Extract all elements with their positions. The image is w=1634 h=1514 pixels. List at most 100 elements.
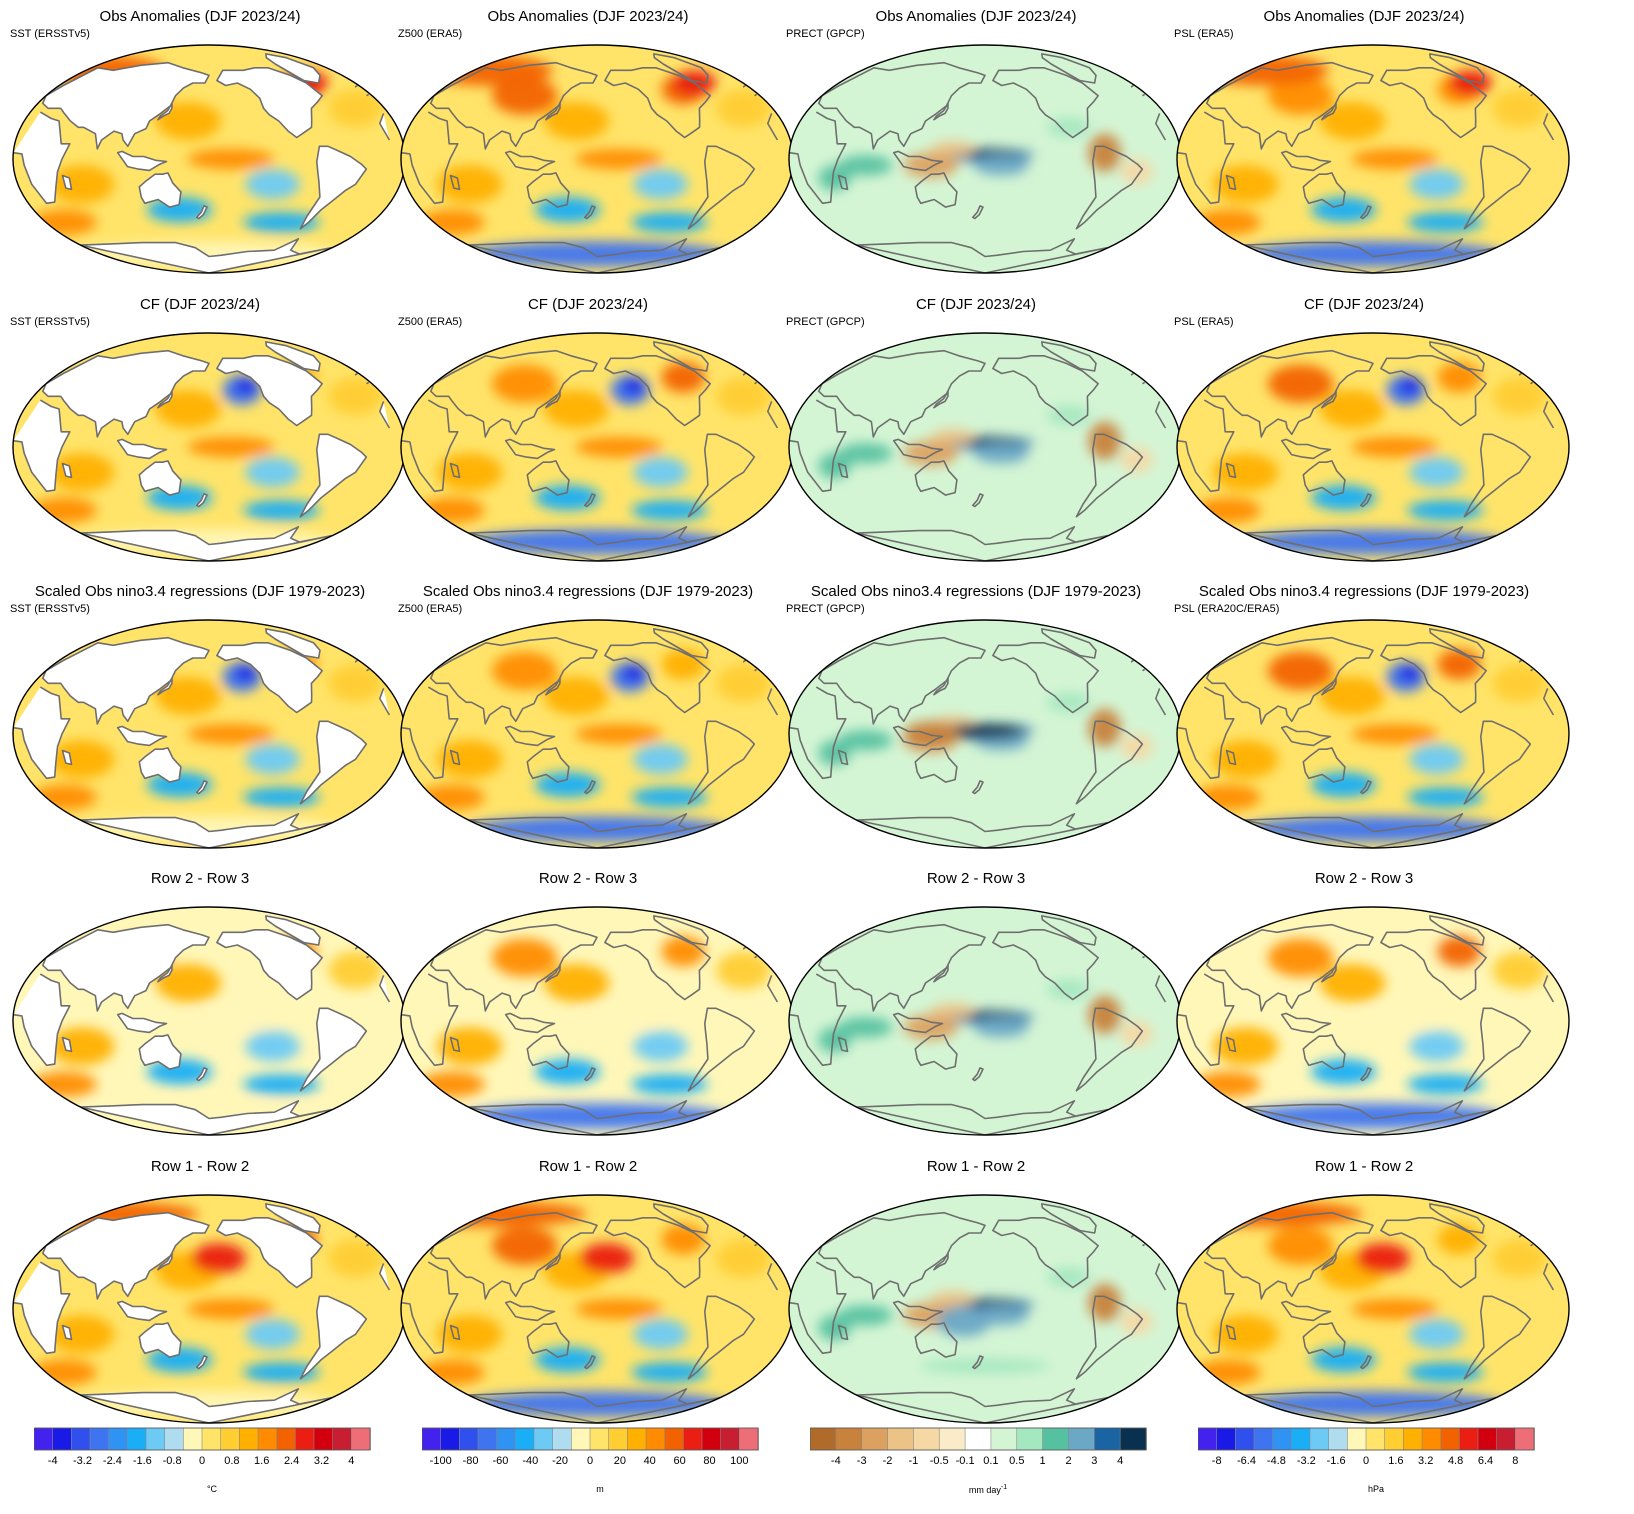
- coastline-greenland: [653, 1203, 709, 1234]
- coastline-antarctica: [79, 526, 333, 561]
- colorbar-swatch: [422, 1427, 442, 1451]
- colorbar-tick-label: 0: [587, 1455, 593, 1467]
- coastline-americaN: [1380, 67, 1487, 139]
- panel-title: Obs Anomalies (DJF 2023/24): [875, 8, 1077, 25]
- anomaly-region: [1437, 936, 1481, 967]
- colorbar-tick-label: 0: [1363, 1455, 1369, 1467]
- anomaly-region: [1492, 89, 1547, 128]
- colorbar-tick-label: 1.6: [254, 1455, 269, 1467]
- coastline-eurasia: [430, 923, 598, 1012]
- coastline-australia: [526, 460, 570, 496]
- map-border: [1176, 44, 1570, 274]
- map-svg: [12, 44, 406, 274]
- colorbar-psl: -8 -6.4 -4.8 -3.2 -1.6 0 1.6 3.2 4.8 6.4 8 hPa: [1198, 1410, 1554, 1500]
- panel-title: Row 1 - Row 2: [1314, 1158, 1414, 1175]
- coastline-americaN: [992, 355, 1099, 427]
- coastline-eurasia: [818, 1211, 986, 1300]
- coastline-americaS: [1463, 433, 1532, 518]
- anomaly-region: [31, 1071, 97, 1097]
- coastline-uk: [1518, 1234, 1534, 1247]
- colorbar-tick-label: -20: [552, 1455, 568, 1467]
- anomaly-region: [422, 55, 553, 86]
- coastline-greenland: [653, 915, 709, 946]
- anomaly-region: [491, 364, 558, 403]
- coastline-nz: [972, 1355, 984, 1370]
- colorbar-swatch: [1403, 1427, 1423, 1451]
- coastline-greenland: [1041, 915, 1097, 946]
- panel-title: Obs Anomalies (DJF 2023/24): [99, 8, 301, 25]
- colorbar-tick-label: -100: [430, 1455, 452, 1467]
- anomaly-region: [930, 1291, 975, 1307]
- anomaly-region: [155, 964, 222, 1002]
- coastline-madagascar: [449, 1324, 461, 1341]
- coastline-japan: [933, 1252, 949, 1271]
- coastline-madagascar: [61, 749, 73, 766]
- anomaly-region: [48, 165, 115, 204]
- colorbar-units-text: hPa: [1367, 1484, 1384, 1494]
- panel-title: Row 2 - Row 3: [1314, 870, 1414, 887]
- anomaly-region: [575, 1298, 663, 1320]
- anomaly-region: [1212, 453, 1279, 492]
- coastline-africa: [1177, 399, 1555, 493]
- colorbar-swatch: [89, 1427, 110, 1451]
- colorbar-swatch: [351, 1427, 371, 1451]
- coastline-uk: [354, 1234, 370, 1247]
- colorbar-units: hPa: [1198, 1484, 1554, 1494]
- coastline-uk: [354, 84, 370, 97]
- map-svg: [1176, 44, 1570, 274]
- coastline-greenland: [265, 628, 321, 659]
- coastline-antarctica: [855, 813, 1109, 848]
- coastline-americaS: [687, 1295, 756, 1380]
- anomaly-region: [155, 390, 222, 428]
- coastline-americaS: [1075, 433, 1144, 518]
- colorbar-swatch: [313, 1427, 334, 1451]
- anomaly-region: [919, 1358, 1051, 1374]
- anomaly-region: [419, 209, 485, 235]
- anomaly-region: [328, 951, 383, 990]
- anomaly-region: [838, 443, 893, 464]
- coastline-nz: [584, 1355, 596, 1370]
- anomaly-region: [187, 436, 275, 458]
- panel-title: Obs Anomalies (DJF 2023/24): [1263, 8, 1465, 25]
- coastline-eurasia: [42, 349, 210, 438]
- map-svg: [788, 1194, 1182, 1424]
- coastline-indonesia: [116, 725, 168, 747]
- coastline-uk: [1518, 946, 1534, 959]
- coastline-americaN: [1380, 929, 1487, 1001]
- coastline-indonesia: [504, 438, 556, 460]
- colorbar-swatch: [683, 1427, 703, 1451]
- coastline-antarctica: [1243, 526, 1497, 561]
- coastline-eurasia: [430, 349, 598, 438]
- coastline-antarctica: [1243, 238, 1497, 273]
- anomaly-region: [974, 443, 1029, 464]
- coastline-africa: [401, 1261, 779, 1355]
- coastline-indonesia: [892, 725, 944, 747]
- panel-title: Row 2 - Row 3: [150, 870, 250, 887]
- map-panel-z500-row1: Obs Anomalies (DJF 2023/24) Z500 (ERA5): [388, 6, 794, 276]
- coastline-africa: [401, 973, 779, 1067]
- coastline-japan: [157, 102, 173, 121]
- colorbar-swatch: [1421, 1427, 1442, 1451]
- anomaly-region: [661, 1224, 705, 1255]
- panel-title: Row 2 - Row 3: [538, 870, 638, 887]
- coastline-japan: [545, 102, 561, 121]
- anomaly-region: [818, 1315, 851, 1341]
- coastline-americaS: [687, 1007, 756, 1092]
- anomaly-region: [1409, 1319, 1464, 1350]
- anomaly-region: [633, 1031, 688, 1062]
- anomaly-region: [716, 1239, 771, 1278]
- anomaly-region: [1212, 1315, 1279, 1354]
- anomaly-region: [187, 1298, 275, 1320]
- coastline-greenland: [265, 1203, 321, 1234]
- coastline-nz: [972, 493, 984, 508]
- anomaly-region: [1195, 784, 1261, 810]
- anomaly-region: [1409, 169, 1464, 200]
- colorbar-swatch: [1365, 1427, 1386, 1451]
- coastline-nz: [584, 1067, 596, 1082]
- anomaly-region: [716, 951, 771, 990]
- map-panel-prect-row2: CF (DJF 2023/24) PRECT (GPCP): [776, 294, 1182, 564]
- coastline-americaN: [216, 642, 323, 714]
- anomaly-region: [1212, 740, 1279, 779]
- coastline-africa: [13, 111, 391, 205]
- coastline-americaN: [604, 929, 711, 1001]
